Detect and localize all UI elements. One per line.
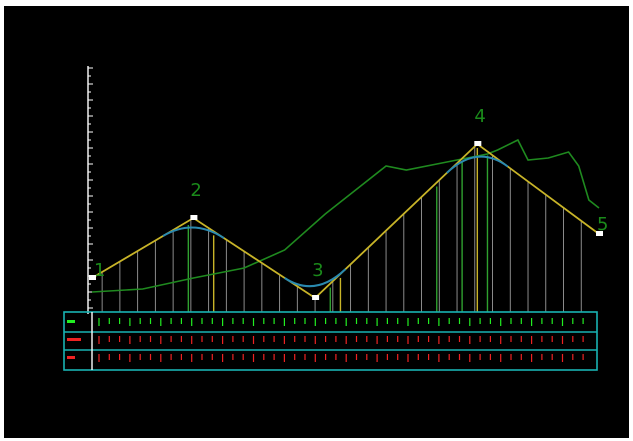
table-frame [63,311,598,371]
vertical-curve [284,268,347,288]
vertical-curve [162,226,225,239]
pvi-box [596,231,603,236]
elevation-axis [87,66,93,314]
pvi-box [190,215,198,220]
pvi-marker: 2 [190,180,202,220]
cad-viewport[interactable]: 1 2 3 4 5 [4,6,629,438]
vertical-curve [446,155,509,174]
pvi-box [89,275,96,280]
table-row-header [67,338,81,341]
pvi-label: 5 [597,214,608,235]
pvi-label: 4 [474,106,485,127]
pvi-marker: 4 [474,106,486,146]
station-stakes [101,146,582,312]
profile-table [63,311,598,371]
pvi-label: 1 [94,260,105,281]
pvi-marker: 3 [312,260,324,300]
pvi-box [312,295,320,300]
ground-line [91,138,600,293]
pvi-box [474,141,482,146]
pvi-marker: 5 [596,214,608,236]
design-grade-line [91,142,600,300]
pvi-label: 3 [312,260,323,281]
profile-drawing: 1 2 3 4 5 [63,66,608,371]
table-row-header [67,356,75,359]
table-row-header [67,320,75,323]
pvi-marker: 1 [89,260,105,281]
pvi-label: 2 [190,180,201,201]
